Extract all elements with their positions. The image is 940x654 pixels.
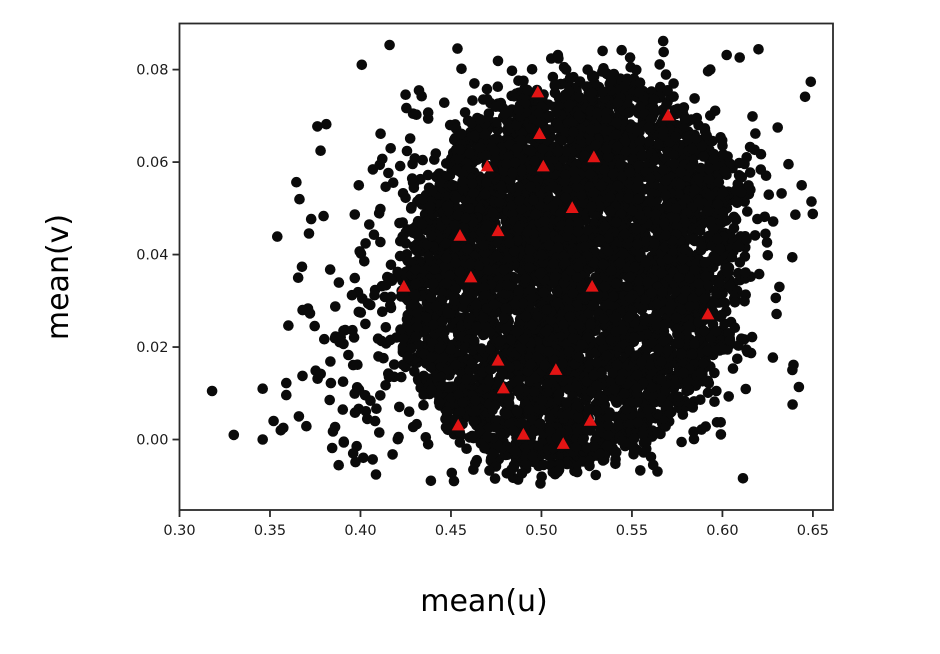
red-triangle-marker [549, 363, 563, 375]
red-triangle-marker [453, 229, 467, 241]
red-triangle-marker [491, 224, 505, 237]
y-tick-label: 0.06 [136, 155, 168, 171]
red-triangle-marker [496, 381, 510, 394]
black-dots-series [206, 35, 819, 489]
red-triangle-marker [451, 418, 465, 431]
x-tick-label: 0.35 [254, 523, 286, 539]
x-tick-label: 0.30 [163, 523, 195, 539]
red-triangle-marker [491, 353, 505, 366]
x-axis: 0.30 0.35 0.40 0.45 0.50 0.55 0.60 0.65 [163, 510, 829, 539]
red-triangles-series [397, 85, 715, 449]
red-triangle-marker [565, 201, 579, 213]
x-tick-label: 0.40 [344, 523, 376, 539]
x-tick-label: 0.55 [616, 523, 648, 539]
x-tick-label: 0.45 [435, 523, 467, 539]
red-triangle-marker [556, 437, 570, 449]
red-triangle-marker [585, 279, 599, 292]
y-tick-label: 0.04 [136, 248, 168, 264]
red-triangle-marker [701, 307, 715, 320]
red-triangle-marker [397, 279, 411, 292]
plot-border [178, 22, 834, 511]
x-tick-label: 0.65 [797, 523, 829, 539]
red-triangle-marker [464, 270, 478, 283]
x-axis-label: mean(u) [420, 584, 548, 619]
y-tick-label: 0.08 [136, 63, 168, 79]
x-tick-label: 0.60 [706, 523, 738, 539]
y-tick-label: 0.02 [136, 340, 168, 356]
red-triangle-marker [531, 85, 545, 98]
red-triangle-marker [536, 159, 550, 172]
red-triangle-marker [583, 414, 597, 426]
y-tick-label: 0.00 [136, 433, 168, 449]
red-triangle-marker [480, 159, 494, 172]
red-triangle-marker [533, 127, 547, 139]
x-tick-label: 0.50 [525, 523, 557, 539]
red-triangle-marker [661, 108, 675, 121]
y-axis: 0.00 0.02 0.04 0.06 0.08 [136, 63, 180, 449]
red-triangle-marker [587, 150, 601, 163]
red-triangle-marker [516, 427, 530, 440]
y-axis-label: mean(v) [41, 214, 76, 340]
